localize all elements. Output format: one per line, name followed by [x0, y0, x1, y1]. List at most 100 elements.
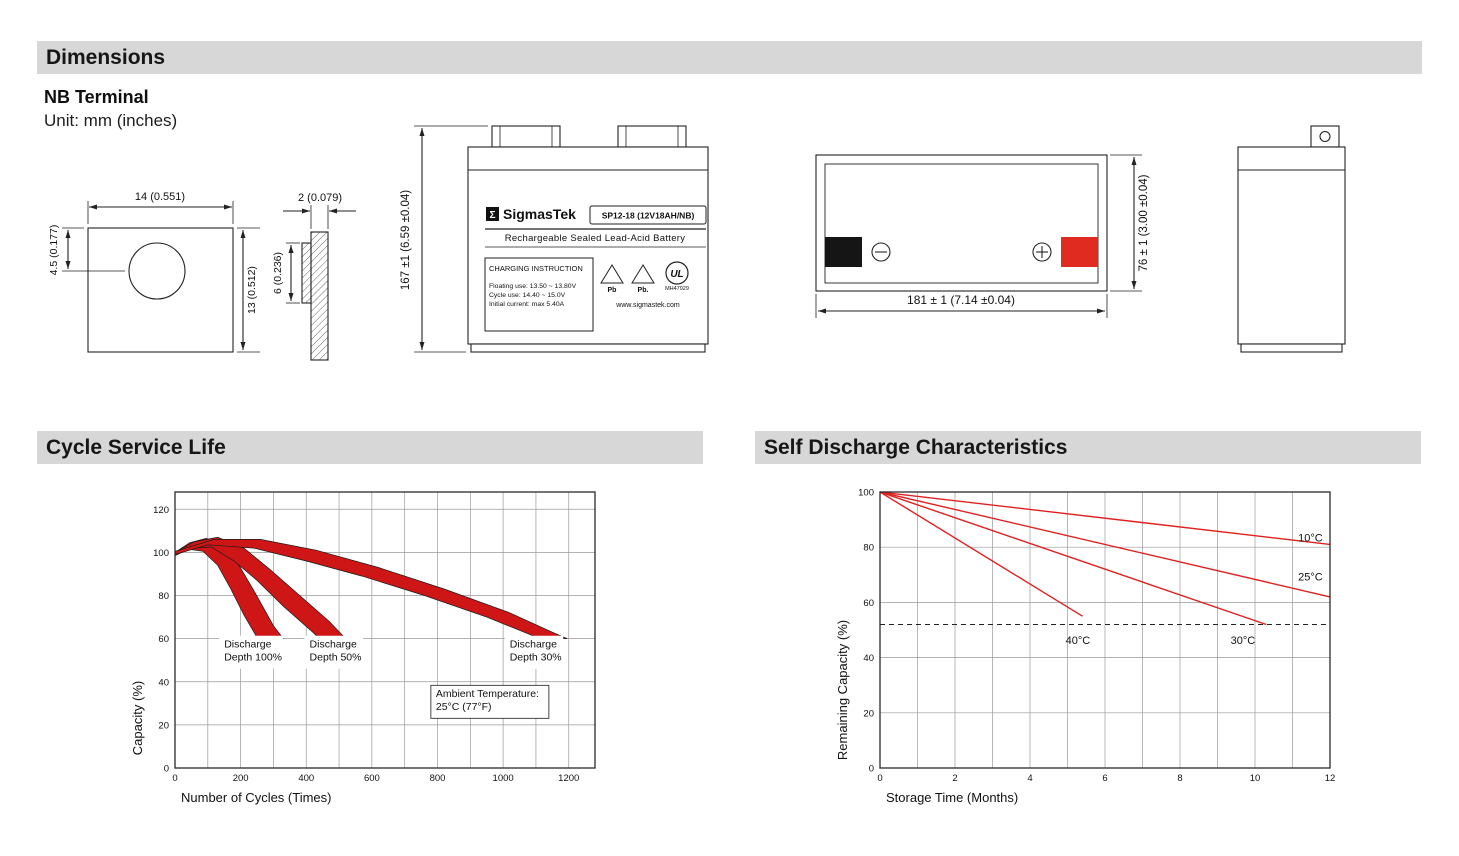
x-tick-label: 2 — [952, 773, 957, 784]
dimensions-section-header: Dimensions — [37, 41, 1422, 74]
dimensions-section-title: Dimensions — [46, 45, 166, 69]
dim-label-hole-offset: 4.5 (0.177) — [48, 225, 60, 276]
annotation-box — [219, 635, 284, 669]
series-line — [879, 491, 1331, 546]
y-tick-label: 40 — [863, 653, 874, 664]
y-tick-label: 20 — [863, 708, 874, 719]
y-tick-label: 80 — [863, 543, 874, 554]
battery-body — [467, 146, 709, 345]
x-tick-label: 800 — [430, 773, 446, 784]
nb-terminal-title: NB Terminal — [44, 87, 149, 107]
y-tick-label: 60 — [863, 598, 874, 609]
minus-symbol-icon — [871, 242, 891, 262]
annotation: Ambient Temperature: 25°C (77°F) — [436, 688, 539, 713]
y-tick-label: 100 — [858, 488, 874, 499]
annotation: Discharge Depth 50% — [310, 638, 362, 663]
brand-name: SigmasTek — [503, 206, 576, 222]
battery-top-view: 181 ± 1 (7.14 ±0.04) 76 ± 1 (3.00 ±0.04) — [815, 154, 1150, 318]
extension-lines — [414, 125, 488, 353]
unit-note: Unit: mm (inches) — [44, 111, 178, 130]
cycle-life-section-title: Cycle Service Life — [46, 435, 226, 459]
pb-label-2: Pb. — [638, 287, 649, 294]
x-tick-label: 1200 — [558, 773, 579, 784]
x-tick-label: 1000 — [493, 773, 514, 784]
y-axis-label: Remaining Capacity (%) — [835, 620, 850, 760]
battery-front-view: 167 ±1 (6.59 ±0.04) Σ SigmasTek SP12-18 … — [400, 125, 709, 353]
battery-top-outline — [815, 154, 1108, 292]
ul-file-number: MH47929 — [665, 286, 689, 292]
charging-line-1: Floating use: 13.50 ~ 13.80V — [489, 283, 577, 290]
cycle-service-life-chart: 0 200 400 600 800 1000 1200 0 20 40 60 80 100 120 Numb… — [130, 491, 596, 805]
x-tick-label: 400 — [298, 773, 314, 784]
extension-lines — [62, 201, 260, 353]
positive-terminal — [1061, 237, 1098, 267]
x-tick-label: 600 — [364, 773, 380, 784]
x-tick-label: 4 — [1027, 773, 1032, 784]
self-discharge-chart: 10°C 25°C 30°C 40°C 0 2 4 6 8 10 12 0 20 40 60 80 100 Sto… — [835, 488, 1336, 806]
model-box — [589, 205, 707, 225]
series-line — [879, 491, 1267, 626]
ul-mark-icon — [665, 261, 689, 285]
terminal-hole — [128, 242, 186, 300]
dim-label-side-height: 6 (0.236) — [272, 252, 284, 294]
annotation-box — [504, 635, 564, 669]
terminal-plate — [87, 227, 234, 353]
y-tick-label: 20 — [158, 720, 169, 731]
x-tick-label: 8 — [1177, 773, 1182, 784]
side-terminal-hole — [1319, 130, 1331, 143]
handle-recess-right — [617, 125, 687, 148]
extension-lines — [815, 154, 1142, 318]
recycle-pb-icon — [600, 264, 624, 284]
annotation: Discharge Depth 30% — [510, 638, 562, 663]
series-label: 25°C — [1298, 571, 1323, 583]
charging-line-2: Cycle use: 14.40 ~ 15.0V — [489, 292, 566, 299]
self-discharge-section-title: Self Discharge Characteristics — [764, 435, 1068, 459]
y-axis-label: Capacity (%) — [130, 681, 145, 755]
model-number: SP12-18 (12V18AH/NB) — [602, 211, 695, 221]
terminal-section — [310, 231, 329, 361]
y-tick-label: 0 — [869, 764, 874, 775]
series-label: 30°C — [1231, 635, 1256, 647]
handle-recess-left — [491, 125, 561, 148]
battery-product-label: Σ SigmasTek SP12-18 (12V18AH/NB) Recharg… — [484, 205, 707, 332]
dim-label-battery-height: 167 ±1 (6.59 ±0.04) — [400, 190, 412, 290]
battery-top-inner — [824, 163, 1099, 284]
battery-base — [470, 343, 706, 353]
battery-side-base — [1240, 343, 1343, 353]
y-tick-label: 100 — [153, 548, 169, 559]
x-tick-label: 12 — [1325, 773, 1336, 784]
side-terminal — [1310, 125, 1340, 148]
x-axis-label: Storage Time (Months) — [886, 790, 1018, 805]
terminal-front-view: 14 (0.551) 4.5 (0.177) 13 (0.512) — [48, 191, 260, 353]
battery-side-view — [1237, 125, 1346, 353]
plot-border — [879, 491, 1331, 769]
series-line — [879, 491, 1083, 617]
dimension-drawings: 14 (0.551) 4.5 (0.177) 13 (0.512) 2 (0.0… — [48, 125, 1346, 361]
annotation-box — [430, 684, 550, 719]
y-tick-label: 60 — [158, 634, 169, 645]
plus-symbol-icon — [1032, 242, 1052, 262]
terminal-section-tab — [301, 242, 312, 304]
charging-line-3: Initial current: max 5.40A — [489, 301, 565, 308]
dim-label-battery-length: 181 ± 1 (7.14 ±0.04) — [907, 293, 1015, 307]
extension-lines — [286, 205, 329, 304]
sigma-logo-icon: Σ — [489, 210, 495, 221]
pb-label-1: Pb — [608, 287, 617, 294]
self-discharge-section-header: Self Discharge Characteristics — [755, 431, 1421, 464]
x-tick-label: 0 — [877, 773, 882, 784]
series-label: 10°C — [1298, 533, 1323, 545]
battery-type-line: Rechargeable Sealed Lead-Acid Battery — [505, 233, 686, 244]
series-line — [879, 491, 1331, 598]
dim-label-front-width: 14 (0.551) — [135, 191, 185, 203]
ul-mark-text: UL — [670, 269, 683, 280]
x-axis-label: Number of Cycles (Times) — [181, 790, 331, 805]
sigma-logo-box — [486, 207, 499, 221]
x-tick-label: 10 — [1250, 773, 1261, 784]
charging-title: CHARGING INSTRUCTION — [489, 264, 583, 273]
y-tick-label: 80 — [158, 591, 169, 602]
dim-label-side-thickness: 2 (0.079) — [298, 192, 342, 204]
x-tick-label: 200 — [233, 773, 249, 784]
series-label: 40°C — [1066, 635, 1091, 647]
charging-instruction-box — [484, 257, 594, 332]
